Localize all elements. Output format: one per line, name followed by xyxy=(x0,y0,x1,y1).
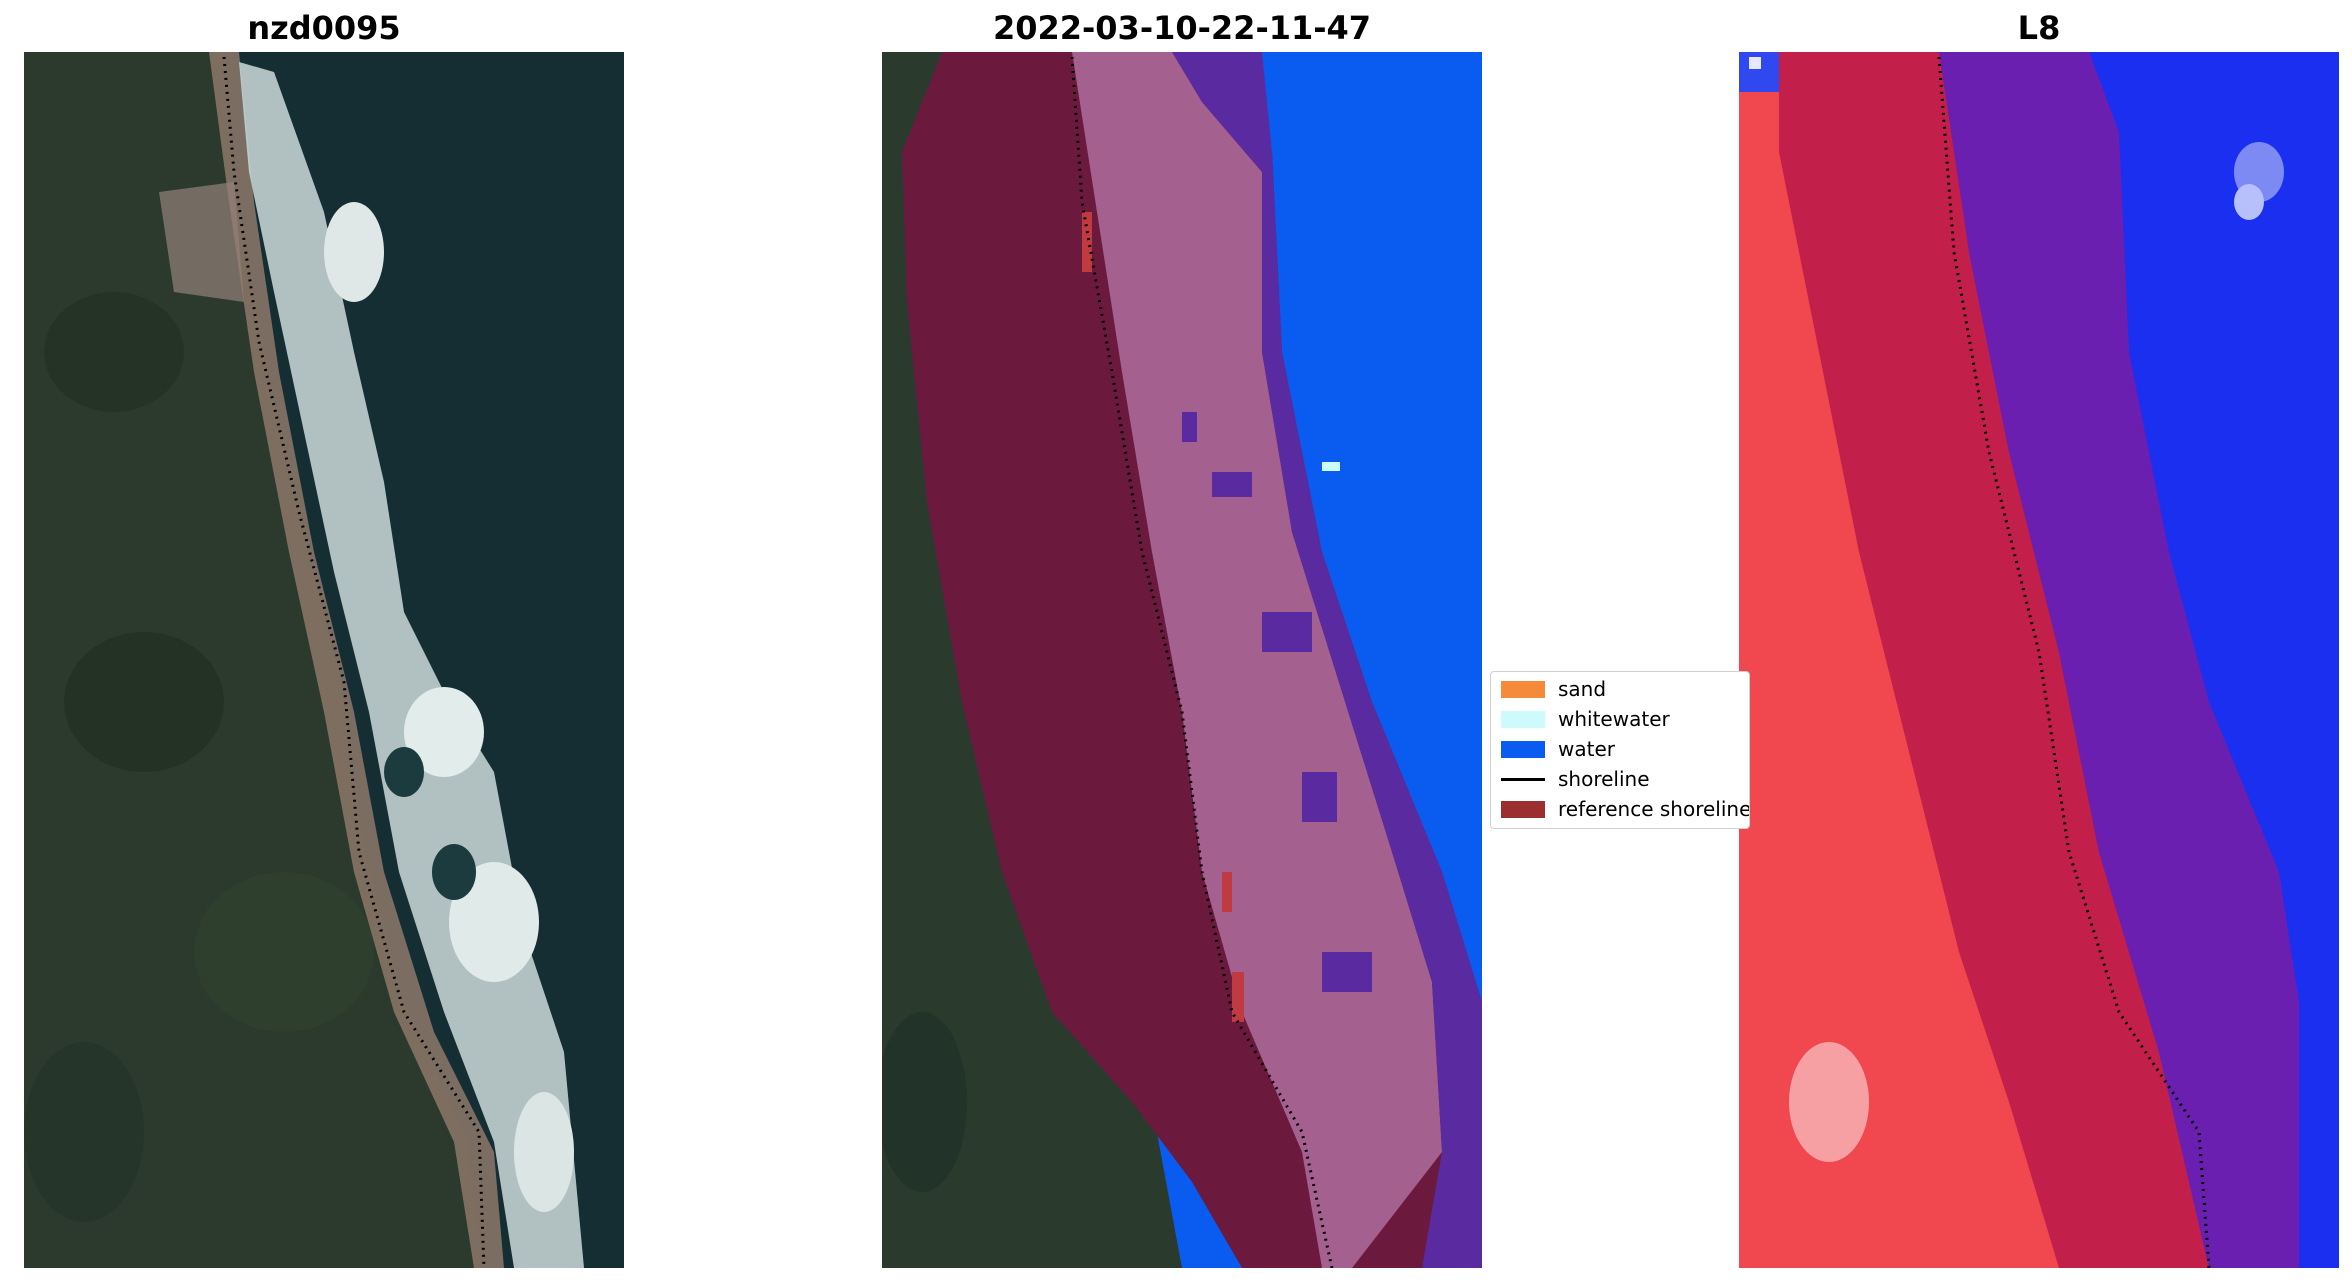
panel-title-classification: 2022-03-10-22-11-47 xyxy=(992,9,1372,47)
panel-title-l8: L8 xyxy=(2017,9,2061,47)
reference-shoreline-swatch xyxy=(1501,801,1545,818)
legend-label-sand: sand xyxy=(1558,677,1607,701)
water-swatch xyxy=(1501,741,1545,758)
legend-label-whitewater: whitewater xyxy=(1558,707,1670,731)
legend: sand whitewater water shoreline referenc… xyxy=(1490,671,1750,829)
legend-item-water: water xyxy=(1491,734,1749,764)
rgb-satellite-image xyxy=(24,52,624,1268)
legend-label-water: water xyxy=(1558,737,1615,761)
legend-label-shoreline: shoreline xyxy=(1558,767,1650,791)
l8-image xyxy=(1739,52,2339,1268)
legend-label-reference-shoreline: reference shoreline xyxy=(1558,797,1750,821)
legend-item-whitewater: whitewater xyxy=(1491,704,1749,734)
panel-title-rgb: nzd0095 xyxy=(247,9,401,47)
legend-item-reference-shoreline: reference shoreline xyxy=(1491,794,1750,824)
shoreline-line-swatch xyxy=(1501,778,1545,781)
classification-panel xyxy=(882,52,1482,1268)
classification-image xyxy=(882,52,1482,1268)
legend-item-shoreline: shoreline xyxy=(1491,764,1749,794)
l8-panel xyxy=(1739,52,2339,1268)
whitewater-swatch xyxy=(1501,711,1545,728)
sand-swatch xyxy=(1501,681,1545,698)
rgb-image-panel xyxy=(24,52,624,1268)
legend-item-sand: sand xyxy=(1491,674,1749,704)
